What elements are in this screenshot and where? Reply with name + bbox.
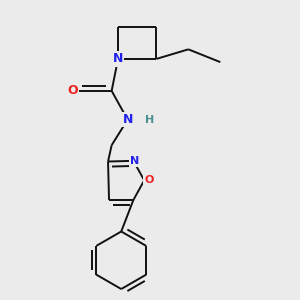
Text: O: O: [144, 176, 154, 185]
Text: O: O: [67, 84, 78, 98]
Text: N: N: [130, 156, 140, 166]
Text: N: N: [113, 52, 123, 65]
Text: H: H: [146, 115, 154, 124]
Text: N: N: [122, 113, 133, 126]
